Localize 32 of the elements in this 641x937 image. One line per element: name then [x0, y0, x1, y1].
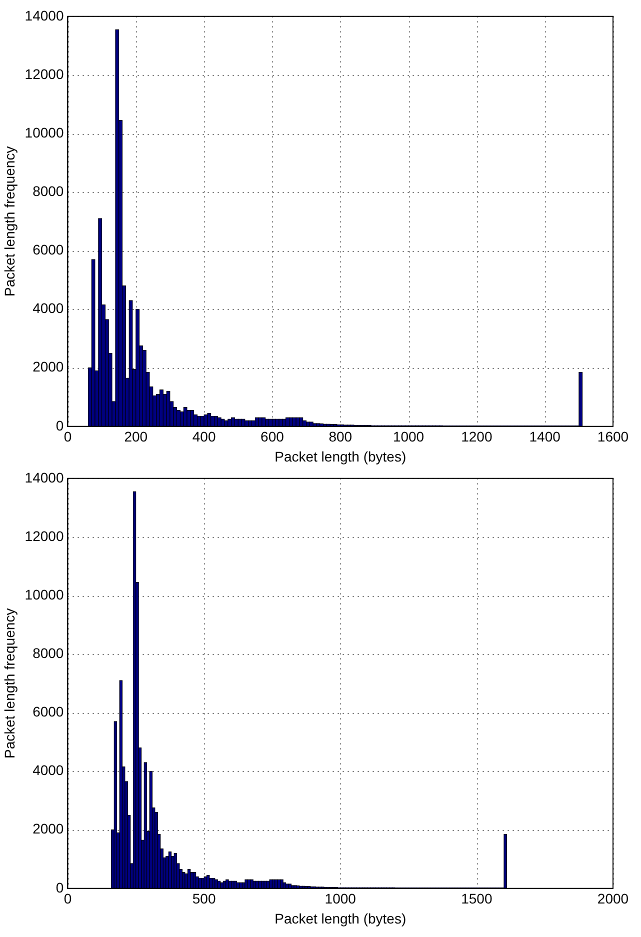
y-tick-label: 12000 [24, 66, 64, 82]
x-tick-label: 1600 [597, 428, 629, 445]
y-tick-label: 14000 [24, 469, 64, 486]
x-axis-title: Packet length (bytes) [274, 448, 406, 464]
y-tick-label: 8000 [32, 182, 64, 199]
x-tick-label: 1200 [461, 428, 492, 445]
y-tick-label: 6000 [32, 704, 64, 720]
x-tick-label: 1400 [529, 428, 561, 445]
y-tick-label: 14000 [24, 7, 64, 24]
x-tick-label: 500 [192, 890, 216, 907]
y-tick-label: 2000 [32, 820, 64, 837]
x-tick-label: 200 [124, 428, 148, 445]
y-tick-label: 0 [56, 417, 64, 434]
y-tick-label: 4000 [32, 300, 64, 316]
x-tick-label: 800 [328, 428, 352, 445]
x-tick-label: 1000 [324, 890, 356, 907]
y-tick-label: 10000 [24, 124, 64, 140]
y-axis-title: Packet length frequency [1, 146, 18, 297]
y-tick-label: 6000 [32, 242, 64, 258]
y-tick-label: 12000 [24, 528, 64, 544]
y-tick-label: 4000 [32, 762, 64, 778]
y-tick-label: 10000 [24, 586, 64, 602]
y-axis-title: Packet length frequency [1, 608, 18, 759]
y-tick-label: 8000 [32, 644, 64, 661]
x-axis-title: Packet length (bytes) [274, 910, 406, 926]
x-tick-label: 600 [260, 428, 284, 445]
x-tick-label: 2000 [597, 890, 629, 907]
x-tick-label: 1000 [392, 428, 424, 445]
y-tick-label: 0 [56, 879, 64, 896]
y-tick-label: 2000 [32, 358, 64, 375]
x-tick-label: 400 [192, 428, 216, 445]
x-tick-label: 1500 [461, 890, 492, 907]
